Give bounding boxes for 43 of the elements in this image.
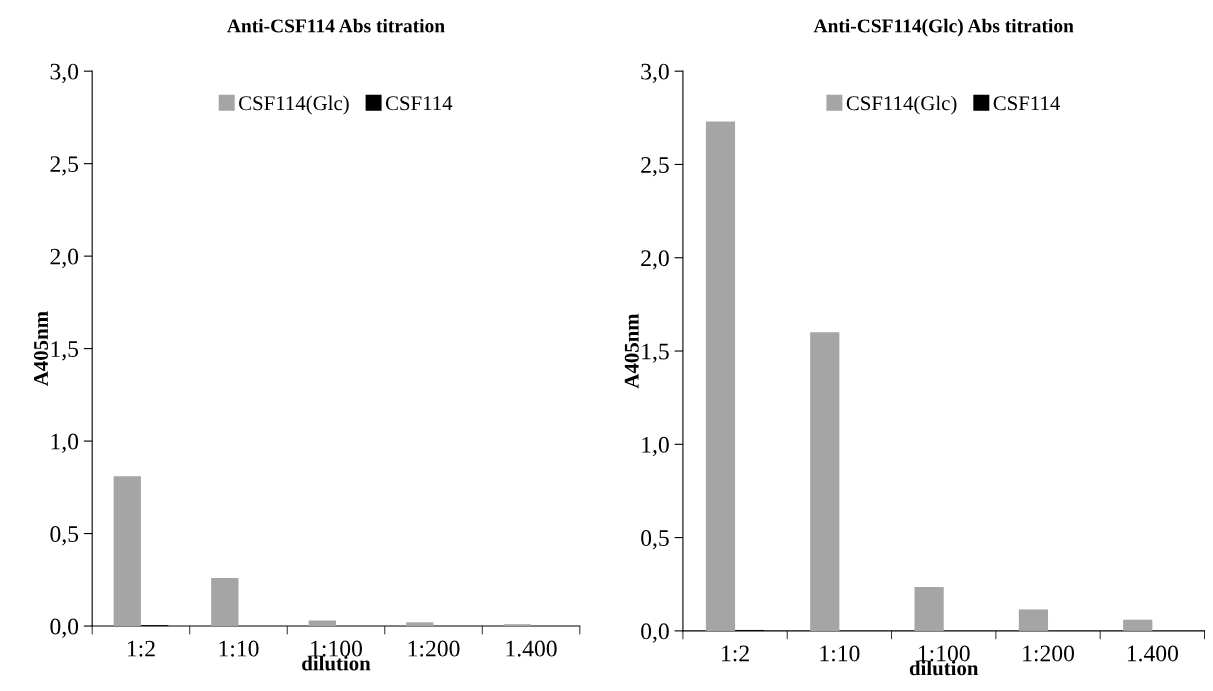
y-tick-label: 2,5 bbox=[641, 157, 669, 177]
x-tick-label: 1:10 bbox=[820, 645, 860, 662]
y-axis-title: A405nm bbox=[33, 311, 49, 387]
bar bbox=[1123, 619, 1153, 631]
legend-label: CSF114 bbox=[993, 96, 1060, 111]
bar bbox=[914, 587, 944, 631]
y-tick-label: 2,5 bbox=[50, 156, 79, 176]
x-tick-label: 1:2 bbox=[722, 645, 749, 662]
y-tick-label: 3,0 bbox=[641, 63, 669, 83]
legend-label: CSF114(Glc) bbox=[846, 95, 957, 115]
y-tick-label: 1,5 bbox=[51, 341, 79, 361]
bar bbox=[810, 332, 840, 631]
bar bbox=[211, 577, 239, 627]
y-tick-label: 2,0 bbox=[641, 250, 669, 270]
x-tick-label: 1:100 bbox=[311, 640, 362, 657]
bar bbox=[1018, 609, 1049, 631]
chart-title: Anti-CSF114 Abs titration bbox=[227, 18, 445, 33]
y-tick-label: 0,5 bbox=[50, 526, 79, 546]
x-tick-label: 1.400 bbox=[1127, 645, 1179, 662]
y-axis-title: A405nm bbox=[624, 313, 639, 389]
bar bbox=[308, 620, 336, 627]
legend-label: CSF114 bbox=[385, 96, 453, 111]
y-tick-label: 1,0 bbox=[51, 433, 79, 453]
y-tick-label: 1,0 bbox=[642, 436, 669, 457]
x-tick-label: 1:2 bbox=[127, 640, 155, 657]
x-tick-label: 1.400 bbox=[506, 640, 557, 657]
x-tick-label: 1:10 bbox=[219, 640, 259, 657]
chart-title: Anti-CSF114(Glc) Abs titration bbox=[813, 18, 1074, 37]
x-axis-title: dilution bbox=[909, 660, 979, 676]
y-tick-label: 2,0 bbox=[50, 248, 79, 268]
bar bbox=[406, 622, 434, 627]
legend-label: CSF114(Glc) bbox=[239, 95, 349, 115]
x-tick-label: 1:200 bbox=[1023, 645, 1075, 662]
y-tick-label: 0,0 bbox=[50, 618, 79, 638]
x-axis-title: dilution bbox=[302, 655, 371, 671]
y-tick-label: 3,0 bbox=[50, 63, 79, 83]
x-tick-label: 1:200 bbox=[408, 640, 460, 657]
bar bbox=[113, 476, 141, 627]
y-tick-label: 1,5 bbox=[642, 343, 669, 363]
y-tick-label: 0,5 bbox=[641, 530, 669, 550]
x-tick-label: 1:100 bbox=[918, 645, 970, 662]
bar bbox=[705, 121, 736, 631]
y-tick-label: 0,0 bbox=[641, 623, 669, 643]
